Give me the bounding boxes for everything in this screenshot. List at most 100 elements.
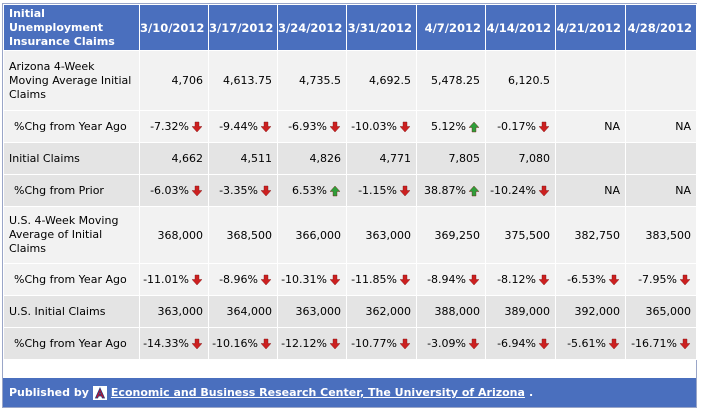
claims-table-frame: Initial Unemployment Insurance Claims 3/… [2,3,697,408]
cell-value: -7.32% [150,120,189,133]
table-row: %Chg from Year Ago -11.01% -8.96% -10.31% -1… [3,263,697,296]
down-arrow-icon [538,121,550,133]
row-label: %Chg from Year Ago [3,110,140,143]
cell-value: 4,511 [240,152,273,165]
cell-value: -8.12% [497,273,536,286]
down-arrow-icon [191,274,203,286]
table-cell: 6.53% [277,174,347,207]
cell-value: 4,826 [309,152,342,165]
table-cell: -11.85% [346,263,417,296]
cell-value: -7.95% [638,273,677,286]
down-arrow-icon [329,121,341,133]
cell-value: 362,000 [365,305,412,318]
table-cell: 388,000 [416,295,486,328]
row-label: %Chg from Prior [3,174,140,207]
cell-value: -10.77% [351,337,397,350]
cell-value: 369,250 [434,228,481,242]
table-cell: 369,250 [416,206,486,264]
cell-value: -8.94% [427,273,466,286]
cell-value: NA [604,184,620,197]
cell-value: 366,000 [295,228,342,242]
cell-value: 4,613.75 [223,74,272,87]
cell-value: 368,000 [157,228,204,242]
cell-value: -9.44% [219,120,258,133]
table-cell: -8.12% [485,263,556,296]
row-label: Initial Claims [3,142,140,175]
down-arrow-icon [679,274,691,286]
cell-value: -16.71% [631,337,677,350]
cell-value: NA [675,184,691,197]
table-cell: -14.33% [139,327,209,360]
column-header-date: 4/7/2012 [416,4,486,51]
up-arrow-icon [468,121,480,133]
down-arrow-icon [468,338,480,350]
column-header-date: 3/10/2012 [139,4,209,51]
cell-value: 6.53% [292,184,327,197]
table-cell: 365,000 [625,295,697,328]
table-cell: 363,000 [277,295,347,328]
table-cell: -8.96% [208,263,278,296]
cell-value: -11.85% [351,273,397,286]
table-cell: -12.12% [277,327,347,360]
cell-value: -14.33% [143,337,189,350]
down-arrow-icon [399,274,411,286]
down-arrow-icon [538,274,550,286]
cell-value: 363,000 [295,305,342,318]
table-row: Initial Claims 4,662 4,511 4,826 4,771 7,805 7… [3,142,697,175]
cell-value: -0.17% [497,120,536,133]
down-arrow-icon [329,274,341,286]
down-arrow-icon [260,185,272,197]
cell-value: NA [604,120,620,133]
table-cell: 4,662 [139,142,209,175]
table-cell: 366,000 [277,206,347,264]
table-cell: NA [625,174,697,207]
down-arrow-icon [260,338,272,350]
table-cell: 363,000 [346,206,417,264]
footer-suffix: . [528,386,534,399]
table-cell: -6.94% [485,327,556,360]
cell-value: 388,000 [434,305,481,318]
footer-bar: Published by Economic and Business Resea… [3,378,696,407]
column-header-date: 4/21/2012 [555,4,626,51]
table-cell: 389,000 [485,295,556,328]
table-cell: 5,478.25 [416,50,486,111]
table-cell: 362,000 [346,295,417,328]
down-arrow-icon [191,121,203,133]
cell-value: -11.01% [143,273,189,286]
cell-value: -6.03% [150,184,189,197]
down-arrow-icon [399,185,411,197]
cell-value: -10.16% [212,337,258,350]
table-cell: 4,511 [208,142,278,175]
table-cell: 4,613.75 [208,50,278,111]
table-cell: -7.32% [139,110,209,143]
cell-value: 7,080 [518,152,551,165]
table-row: U.S. Initial Claims 363,000 364,000 363,000… [3,295,697,328]
table-cell: 4,771 [346,142,417,175]
cell-value: 5,478.25 [431,74,480,87]
table-cell: 4,692.5 [346,50,417,111]
cell-value: -10.24% [490,184,536,197]
up-arrow-icon [329,185,341,197]
university-of-arizona-logo-icon [92,385,107,400]
table-row: Arizona 4-Week Moving Average Initial Cl… [3,50,697,111]
cell-value: 5.12% [431,120,466,133]
cell-value: 4,706 [171,74,204,87]
table-cell: 363,000 [139,295,209,328]
table-title: Initial Unemployment Insurance Claims [3,4,140,51]
cell-value: NA [675,120,691,133]
cell-value: 375,500 [504,228,551,242]
table-cell [625,50,697,111]
table-cell: 368,500 [208,206,278,264]
footer-link[interactable]: Economic and Business Research Center, T… [110,386,525,399]
table-cell: 383,500 [625,206,697,264]
claims-table: Initial Unemployment Insurance Claims 3/… [3,4,697,360]
footer-prefix: Published by [9,386,89,399]
cell-value: 382,750 [574,228,621,242]
cell-value: 38.87% [424,184,466,197]
down-arrow-icon [679,338,691,350]
column-header-date: 4/14/2012 [485,4,556,51]
table-cell: 7,080 [485,142,556,175]
down-arrow-icon [260,274,272,286]
table-cell [555,142,626,175]
down-arrow-icon [260,121,272,133]
